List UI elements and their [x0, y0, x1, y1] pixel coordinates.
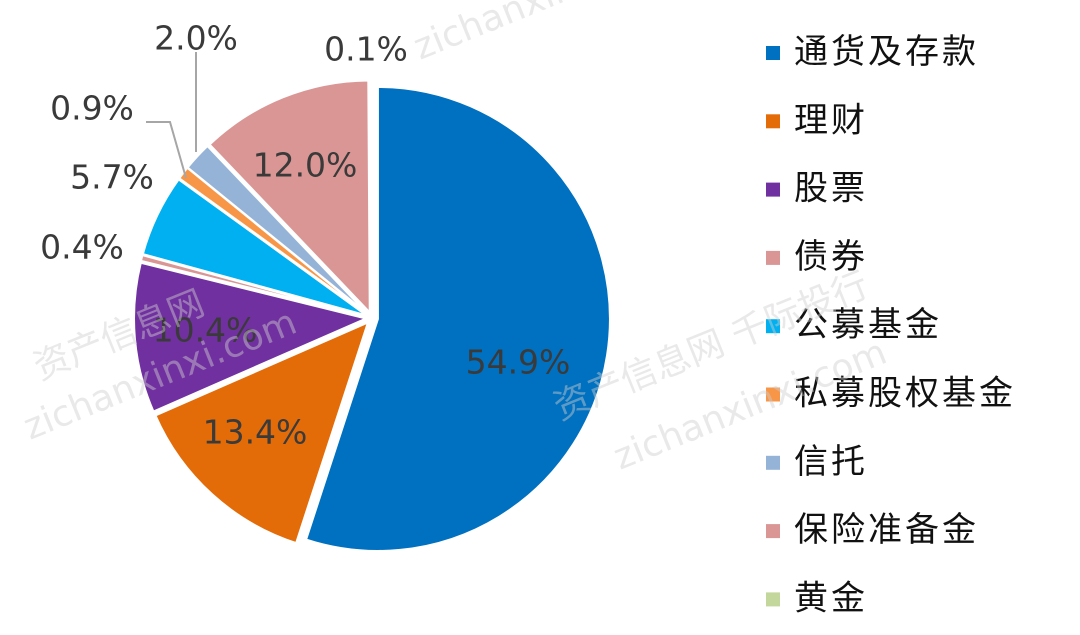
legend-swatch-1 [766, 46, 780, 60]
pie-slice-7 [186, 144, 369, 315]
pie-slice-5 [141, 177, 368, 317]
legend-swatch-9 [766, 592, 780, 607]
legend-swatch-4 [766, 250, 780, 265]
legend-swatch-5 [766, 319, 780, 334]
legend-label-4: 债券 [794, 237, 868, 277]
leader-lines [146, 52, 197, 179]
watermark-text-1: zichanxinxi [408, 0, 610, 68]
pie-slice-3 [133, 261, 370, 413]
pie-slice-2 [154, 320, 370, 545]
pie-slice-8 [208, 79, 371, 315]
leader-line-6 [146, 121, 187, 179]
legend-label-6: 私募股权基金 [794, 374, 1016, 414]
slice-value-label-2: 13.4% [203, 413, 308, 452]
legend-swatch-7 [766, 455, 780, 470]
pie-slice-1 [304, 85, 611, 552]
legend-swatch-2 [766, 114, 780, 129]
legend-label-3: 股票 [794, 169, 868, 209]
slice-value-label-4: 0.4% [40, 228, 124, 267]
legend-swatch-6 [766, 387, 780, 402]
pie-slice-4 [139, 253, 367, 318]
pie-slices [133, 78, 611, 552]
slice-value-label-5: 5.7% [70, 158, 154, 197]
slice-value-label-6: 0.9% [50, 89, 134, 128]
pie-slice-9 [369, 78, 373, 313]
legend-label-2: 理财 [794, 100, 868, 140]
slice-value-label-8: 12.0% [253, 146, 358, 185]
slice-value-label-1: 54.9% [466, 343, 571, 382]
slice-value-label-9: 0.1% [324, 30, 408, 69]
legend-swatch-3 [766, 182, 780, 197]
legend-label-9: 黄金 [794, 578, 868, 618]
slice-value-label-7: 2.0% [154, 19, 238, 58]
legend-label-8: 保险准备金 [794, 510, 979, 550]
legend-label-7: 信托 [794, 442, 868, 482]
slice-value-label-3: 10.4% [153, 311, 258, 350]
legend-label-1: 通货及存款 [794, 32, 979, 72]
legend-label-5: 公募基金 [794, 305, 942, 345]
legend-swatch-8 [766, 524, 780, 539]
slice-labels: 54.9% 13.4% 10.4% 0.4% 5.7% 0.9% 2.0% 12.0% 0.1% [40, 19, 570, 452]
